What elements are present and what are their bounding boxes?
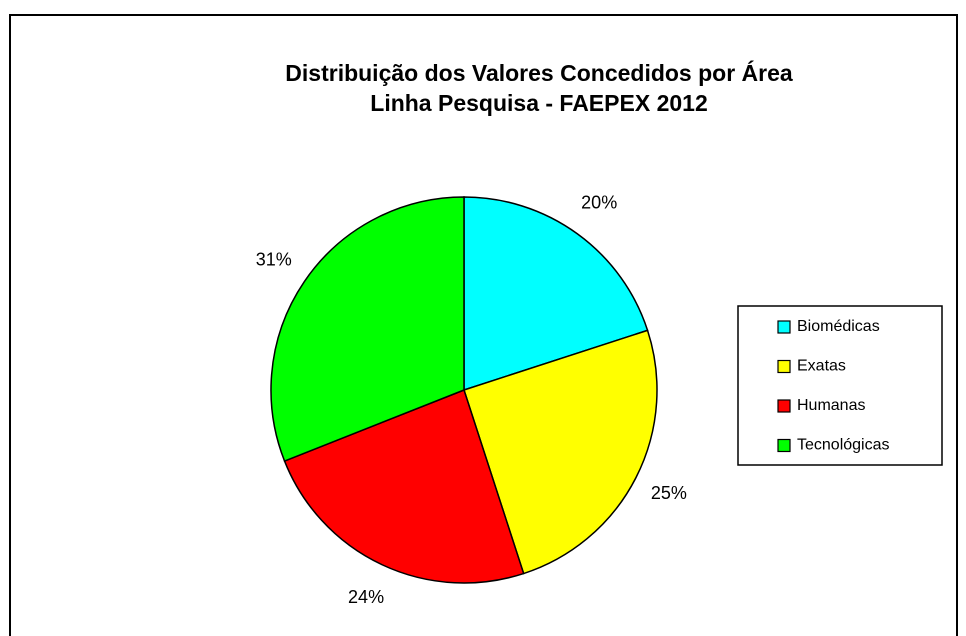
legend-swatch [777,399,791,413]
pie-slice [463,329,658,575]
pie-slice [463,196,649,392]
data-label: 25% [651,483,687,503]
legend-swatch [777,438,791,453]
legend-label: Humanas [797,397,865,414]
legend-label: Tecnológicas [797,437,890,454]
legend-label: Exatas [797,358,846,375]
data-label: 24% [348,587,384,607]
legend-swatch [777,320,791,334]
data-label: 20% [581,193,617,213]
pie-slice [283,389,525,584]
pie-slice [270,196,465,463]
legend-swatch [777,359,791,374]
legend-label: Biomédicas [797,318,880,335]
chart-title: Linha Pesquisa - FAEPEX 2012 [370,90,707,116]
chart-title: Distribuição dos Valores Concedidos por … [285,59,793,86]
data-label: 31% [256,249,292,269]
legend-box [737,305,943,466]
